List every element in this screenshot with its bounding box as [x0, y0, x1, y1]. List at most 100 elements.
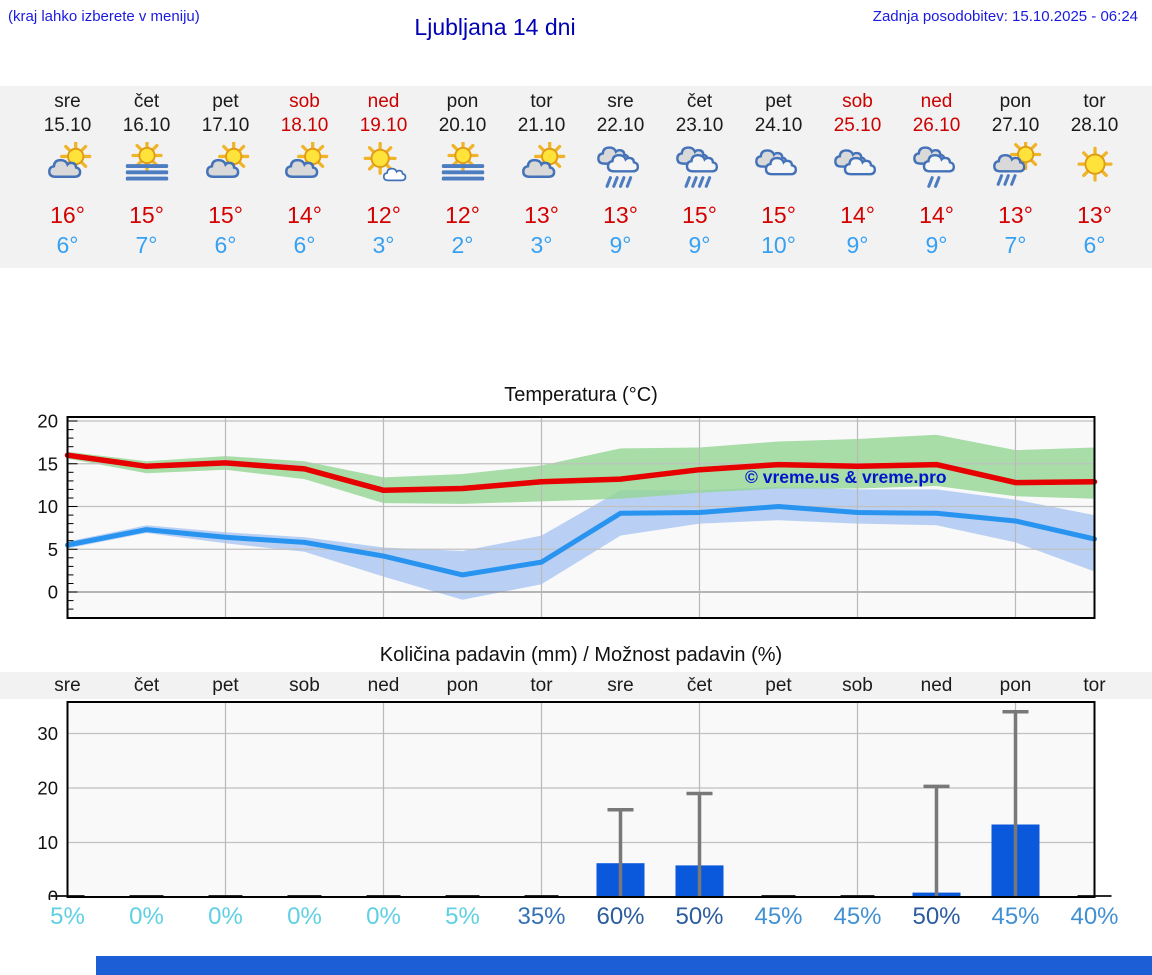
temp-chart-title: Temperatura (°C) [504, 384, 658, 406]
day-column: čet 16.10 15° 7° [107, 90, 186, 268]
day-column: sre 15.10 16° 6° [28, 90, 107, 268]
mostly-sunny-icon [363, 141, 406, 182]
last-update-label: Zadnja posodobitev: 15.10.2025 - 06:24 [872, 8, 1138, 25]
day-name-label: pet [765, 91, 792, 112]
high-temp-label: 15° [682, 202, 717, 228]
precip-day-label: ned [367, 675, 400, 696]
day-name-label: čet [686, 91, 713, 112]
precip-day-label: sob [842, 675, 873, 696]
forecast-strip: sre 15.10 16° 6° čet 16.10 15° 7° pet 17.10 15° 6° s… [0, 86, 1152, 268]
high-temp-label: 12° [366, 202, 401, 228]
partly-cloudy-icon [284, 140, 328, 179]
svg-text:30: 30 [37, 723, 58, 744]
sunny-icon [1076, 146, 1113, 182]
precip-percent-label: 0% [366, 903, 401, 930]
day-column: pon 27.10 13° 7° [976, 90, 1055, 268]
precip-percent-label: 45% [991, 903, 1040, 930]
day-name-label: sre [54, 91, 81, 112]
day-name-label: sob [289, 91, 320, 112]
precip-percent-label: 35% [517, 903, 566, 930]
day-name-label: sob [842, 91, 873, 112]
watermark-label: © vreme.us & vreme.pro [745, 467, 947, 487]
high-temp-label: 14° [919, 202, 954, 228]
precip-day-label: pon [999, 675, 1032, 696]
day-date-label: 26.10 [912, 115, 961, 136]
low-temp-label: 9° [846, 232, 869, 258]
day-date-label: 16.10 [122, 115, 171, 136]
fog-sun-icon [441, 139, 484, 181]
low-temp-label: 6° [214, 232, 237, 258]
svg-text:10: 10 [37, 496, 58, 517]
precip-day-label: tor [1083, 675, 1106, 696]
weather-icon-box [186, 138, 265, 200]
precip-chart-title: Količina padavin (mm) / Možnost padavin … [379, 644, 783, 666]
footer-bar [96, 956, 1152, 975]
high-temp-label: 14° [287, 202, 322, 228]
low-temp-label: 6° [56, 232, 79, 258]
low-temp-label: 3° [372, 232, 395, 258]
precip-day-label: sob [289, 675, 320, 696]
light-rain-icon [912, 146, 955, 188]
day-name-label: ned [920, 91, 953, 112]
low-temp-label: 7° [135, 232, 158, 258]
day-date-label: 19.10 [359, 115, 408, 136]
rain-icon [596, 146, 639, 188]
weather-icon-box [344, 138, 423, 200]
fog-sun-icon [125, 139, 168, 181]
svg-text:0: 0 [48, 887, 58, 901]
svg-text:0: 0 [48, 582, 58, 603]
day-date-label: 22.10 [596, 115, 645, 136]
day-column: sob 25.10 14° 9° [818, 90, 897, 268]
low-temp-label: 9° [925, 232, 948, 258]
high-temp-label: 12° [445, 202, 480, 228]
precip-day-label: tor [530, 675, 553, 696]
precip-percent-label: 50% [675, 903, 724, 930]
weather-icon-box [739, 138, 818, 200]
day-name-label: pon [999, 91, 1032, 112]
precip-percent-label: 5% [50, 903, 85, 930]
weather-icon-box [502, 138, 581, 200]
day-name-label: pon [446, 91, 479, 112]
location-hint: (kraj lahko izberete v meniju) [8, 8, 200, 25]
high-temp-label: 13° [524, 202, 559, 228]
high-temp-label: 13° [998, 202, 1033, 228]
day-date-label: 15.10 [43, 115, 92, 136]
precip-day-label: sre [54, 675, 81, 696]
low-temp-label: 7° [1004, 232, 1027, 258]
rain-icon [675, 146, 718, 188]
low-temp-label: 6° [1083, 232, 1106, 258]
day-column: tor 28.10 13° 6° [1055, 90, 1134, 268]
precip-day-label: pet [212, 675, 239, 696]
day-column: pet 17.10 15° 6° [186, 90, 265, 268]
high-temp-label: 13° [1077, 202, 1112, 228]
precip-day-label: pon [446, 675, 479, 696]
precip-percent-label: 0% [129, 903, 164, 930]
day-column: čet 23.10 15° 9° [660, 90, 739, 268]
svg-text:10: 10 [37, 832, 58, 853]
day-date-label: 18.10 [280, 115, 329, 136]
day-name-label: tor [1083, 91, 1106, 112]
day-column: ned 19.10 12° 3° [344, 90, 423, 268]
low-temp-label: 9° [688, 232, 711, 258]
day-date-label: 24.10 [754, 115, 803, 136]
precip-percent-label: 45% [754, 903, 803, 930]
day-date-label: 21.10 [517, 115, 566, 136]
day-name-label: ned [367, 91, 400, 112]
precip-chart: 0 10 20 30 [37, 701, 1112, 901]
partly-cloudy-icon [47, 140, 91, 179]
precip-percent-label: 40% [1070, 903, 1119, 930]
sun-rain-icon [992, 138, 1041, 186]
precip-percent-label: 50% [912, 903, 961, 930]
day-column: tor 21.10 13° 3° [502, 90, 581, 268]
low-temp-label: 10° [761, 232, 796, 258]
day-column: sre 22.10 13° 9° [581, 90, 660, 268]
high-temp-label: 15° [129, 202, 164, 228]
day-date-label: 20.10 [438, 115, 487, 136]
day-name-label: čet [133, 91, 160, 112]
day-column: pet 24.10 15° 10° [739, 90, 818, 268]
day-column: ned 26.10 14° 9° [897, 90, 976, 268]
cloudy-icon [833, 149, 876, 176]
page-title: Ljubljana 14 dni [414, 14, 576, 40]
high-temp-label: 16° [50, 202, 85, 228]
day-date-label: 25.10 [833, 115, 882, 136]
